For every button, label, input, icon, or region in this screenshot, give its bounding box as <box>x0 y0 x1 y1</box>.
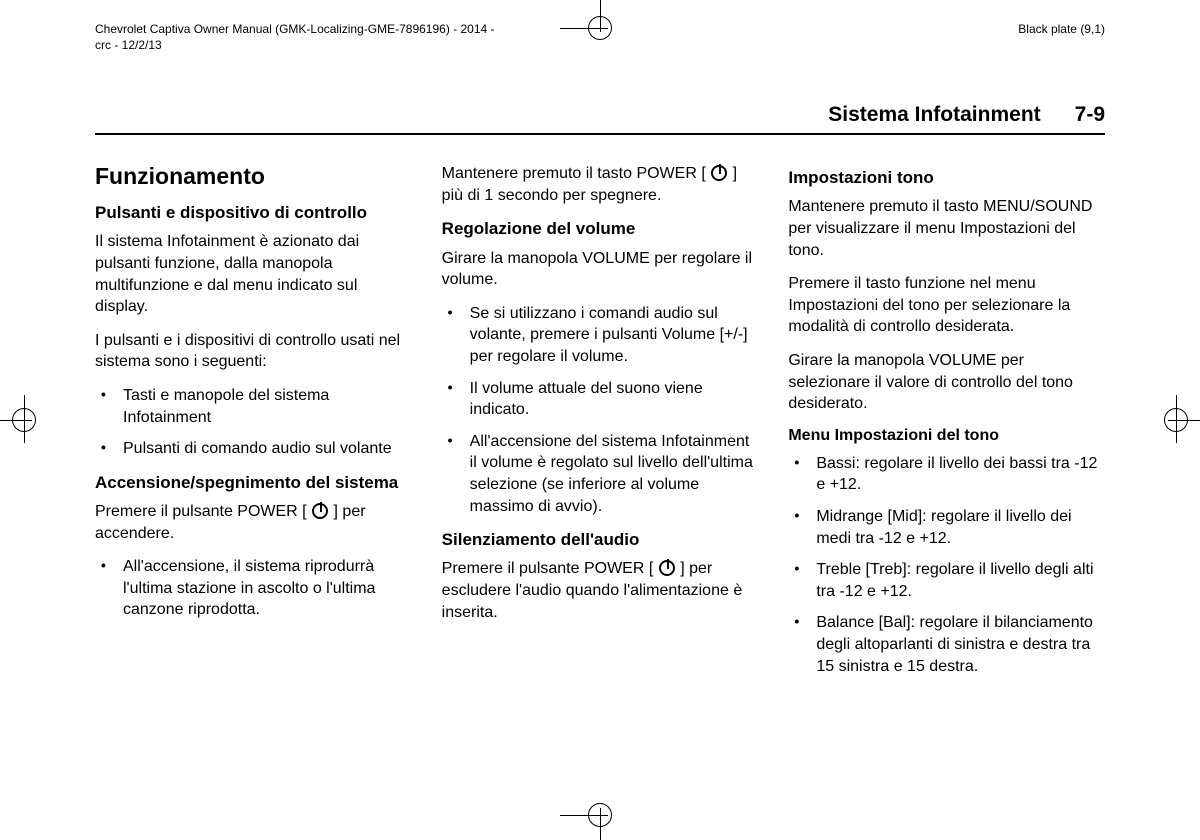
text: Mantenere premuto il tasto POWER [ <box>442 165 711 182</box>
meta-line2: crc - 12/2/13 <box>95 38 162 52</box>
para: Mantenere premuto il tasto MENU/SOUND pe… <box>788 196 1105 261</box>
column-2: Mantenere premuto il tasto POWER [ ] più… <box>442 163 759 689</box>
crop-left-circle <box>12 408 36 432</box>
print-metadata: Chevrolet Captiva Owner Manual (GMK-Loca… <box>95 22 1105 53</box>
bullet-list: Bassi: regolare il livello dei bassi tra… <box>788 453 1105 677</box>
section-title: Sistema Infotainment <box>828 103 1040 127</box>
text: Premere il pulsante POWER [ <box>95 503 311 520</box>
heading-accensione: Accensione/spegnimento del sistema <box>95 472 412 493</box>
para: Girare la manopola VOLUME per regolare i… <box>442 248 759 291</box>
para-power-on: Premere il pulsante POWER [ ] per accend… <box>95 501 412 544</box>
power-icon <box>711 165 727 181</box>
column-3: Impostazioni tono Mantenere premuto il t… <box>788 163 1105 689</box>
list-item: Pulsanti di comando audio sul volante <box>95 438 412 460</box>
crop-bottom-circle <box>588 803 612 827</box>
bullet-list: Se si utilizzano i comandi audio sul vol… <box>442 303 759 517</box>
list-item: Balance [Bal]: regolare il bilanciamento… <box>788 612 1105 677</box>
para: I pulsanti e i dispositivi di controllo … <box>95 330 412 373</box>
list-item: Il volume attuale del suono viene indica… <box>442 378 759 421</box>
list-item: Treble [Treb]: regolare il livello degli… <box>788 559 1105 602</box>
power-icon <box>312 503 328 519</box>
page-container: Chevrolet Captiva Owner Manual (GMK-Loca… <box>95 22 1105 689</box>
list-item: Midrange [Mid]: regolare il livello dei … <box>788 506 1105 549</box>
bullet-list: Tasti e manopole del sistema Infotainmen… <box>95 385 412 460</box>
heading-tono: Impostazioni tono <box>788 167 1105 188</box>
power-icon <box>659 560 675 576</box>
text: Premere il pulsante POWER [ <box>442 560 658 577</box>
crop-right-circle <box>1164 408 1188 432</box>
list-item: All'accensione, il sistema riprodurrà l'… <box>95 556 412 621</box>
para-power-hold: Mantenere premuto il tasto POWER [ ] più… <box>442 163 759 206</box>
page-number: 7-9 <box>1075 103 1105 127</box>
heading-menu-tono: Menu Impostazioni del tono <box>788 427 1105 445</box>
list-item: Bassi: regolare il livello dei bassi tra… <box>788 453 1105 496</box>
bullet-list: All'accensione, il sistema riprodurrà l'… <box>95 556 412 621</box>
list-item: Tasti e manopole del sistema Infotainmen… <box>95 385 412 428</box>
column-1: Funzionamento Pulsanti e dispositivo di … <box>95 163 412 689</box>
meta-line1: Chevrolet Captiva Owner Manual (GMK-Loca… <box>95 22 495 36</box>
list-item: Se si utilizzano i comandi audio sul vol… <box>442 303 759 368</box>
meta-left: Chevrolet Captiva Owner Manual (GMK-Loca… <box>95 22 495 53</box>
para: Girare la manopola VOLUME per selezionar… <box>788 350 1105 415</box>
meta-right: Black plate (9,1) <box>1018 22 1105 53</box>
heading-funzionamento: Funzionamento <box>95 163 412 190</box>
para-mute: Premere il pulsante POWER [ ] per esclud… <box>442 558 759 623</box>
content-columns: Funzionamento Pulsanti e dispositivo di … <box>95 163 1105 689</box>
heading-pulsanti: Pulsanti e dispositivo di controllo <box>95 202 412 223</box>
heading-mute: Silenziamento dell'audio <box>442 529 759 550</box>
section-header: Sistema Infotainment 7-9 <box>95 103 1105 135</box>
list-item: All'accensione del sistema Infotainment … <box>442 431 759 517</box>
para: Il sistema Infotainment è azionato dai p… <box>95 231 412 317</box>
heading-volume: Regolazione del volume <box>442 218 759 239</box>
para: Premere il tasto funzione nel menu Impos… <box>788 273 1105 338</box>
